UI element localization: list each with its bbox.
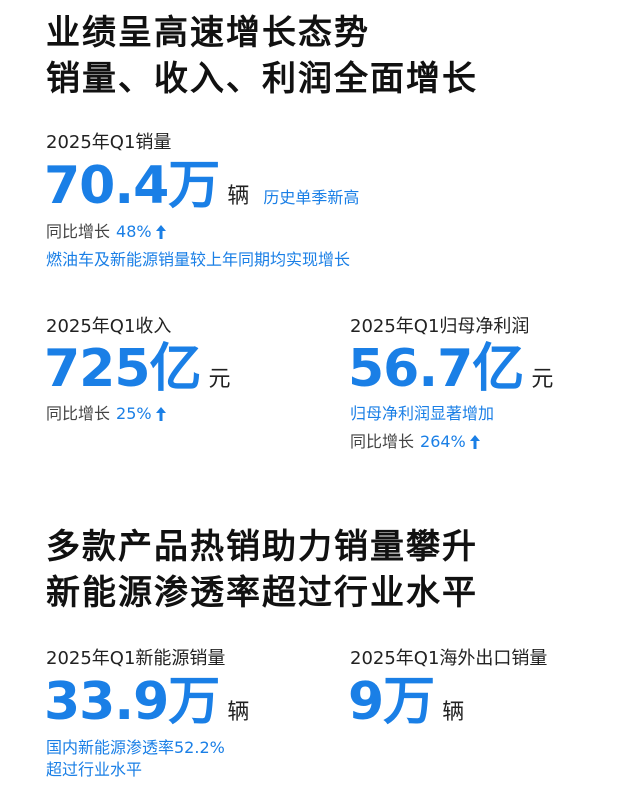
sales-label: 2025年Q1销量 — [46, 132, 172, 153]
profit-yoy: 同比增长 264% — [350, 434, 480, 450]
profit-label: 2025年Q1归母净利润 — [350, 316, 530, 337]
export-sales-unit: 辆 — [442, 700, 465, 725]
export-sales-value-row: 9万 辆 — [348, 676, 464, 728]
export-sales-value: 9万 — [348, 672, 435, 732]
section2-headline-line1: 多款产品热销助力销量攀升 — [46, 527, 478, 567]
sales-value: 70.4万 — [44, 156, 220, 216]
sales-detail: 燃油车及新能源销量较上年同期均实现增长 — [46, 250, 351, 269]
revenue-label: 2025年Q1收入 — [46, 316, 172, 337]
export-sales-label: 2025年Q1海外出口销量 — [350, 648, 548, 669]
nev-sales-unit: 辆 — [227, 700, 250, 725]
profit-yoy-label: 同比增长 — [350, 432, 415, 451]
sales-note: 历史单季新高 — [263, 188, 360, 207]
nev-sales-detail-line1: 国内新能源渗透率52.2% — [46, 738, 225, 757]
revenue-unit: 元 — [208, 367, 231, 392]
nev-sales-value-row: 33.9万 辆 — [44, 676, 249, 728]
up-arrow-icon — [469, 435, 480, 449]
up-arrow-icon — [155, 407, 166, 421]
revenue-value-row: 725亿 元 — [44, 343, 231, 395]
nev-sales-label: 2025年Q1新能源销量 — [46, 648, 226, 669]
profit-yoy-value: 264% — [420, 432, 466, 451]
nev-sales-value: 33.9万 — [44, 672, 220, 732]
section1-headline-line1: 业绩呈高速增长态势 — [46, 13, 370, 53]
profit-unit: 元 — [531, 367, 554, 392]
up-arrow-icon — [155, 225, 166, 239]
revenue-yoy-value: 25% — [116, 404, 152, 423]
section1-headline-line2: 销量、收入、利润全面增长 — [46, 59, 478, 99]
sales-yoy-value: 48% — [116, 222, 152, 241]
sales-value-row: 70.4万 辆 历史单季新高 — [44, 160, 359, 212]
revenue-value: 725亿 — [44, 339, 202, 399]
profit-value-row: 56.7亿 元 — [348, 343, 553, 395]
section2-headline-line2: 新能源渗透率超过行业水平 — [46, 573, 478, 613]
profit-note: 归母净利润显著增加 — [350, 404, 495, 423]
revenue-yoy: 同比增长 25% — [46, 406, 166, 422]
nev-sales-detail-line2: 超过行业水平 — [46, 760, 143, 779]
sales-unit: 辆 — [227, 184, 250, 209]
profit-value: 56.7亿 — [348, 339, 524, 399]
revenue-yoy-label: 同比增长 — [46, 404, 111, 423]
sales-yoy: 同比增长 48% — [46, 224, 166, 240]
sales-yoy-label: 同比增长 — [46, 222, 111, 241]
